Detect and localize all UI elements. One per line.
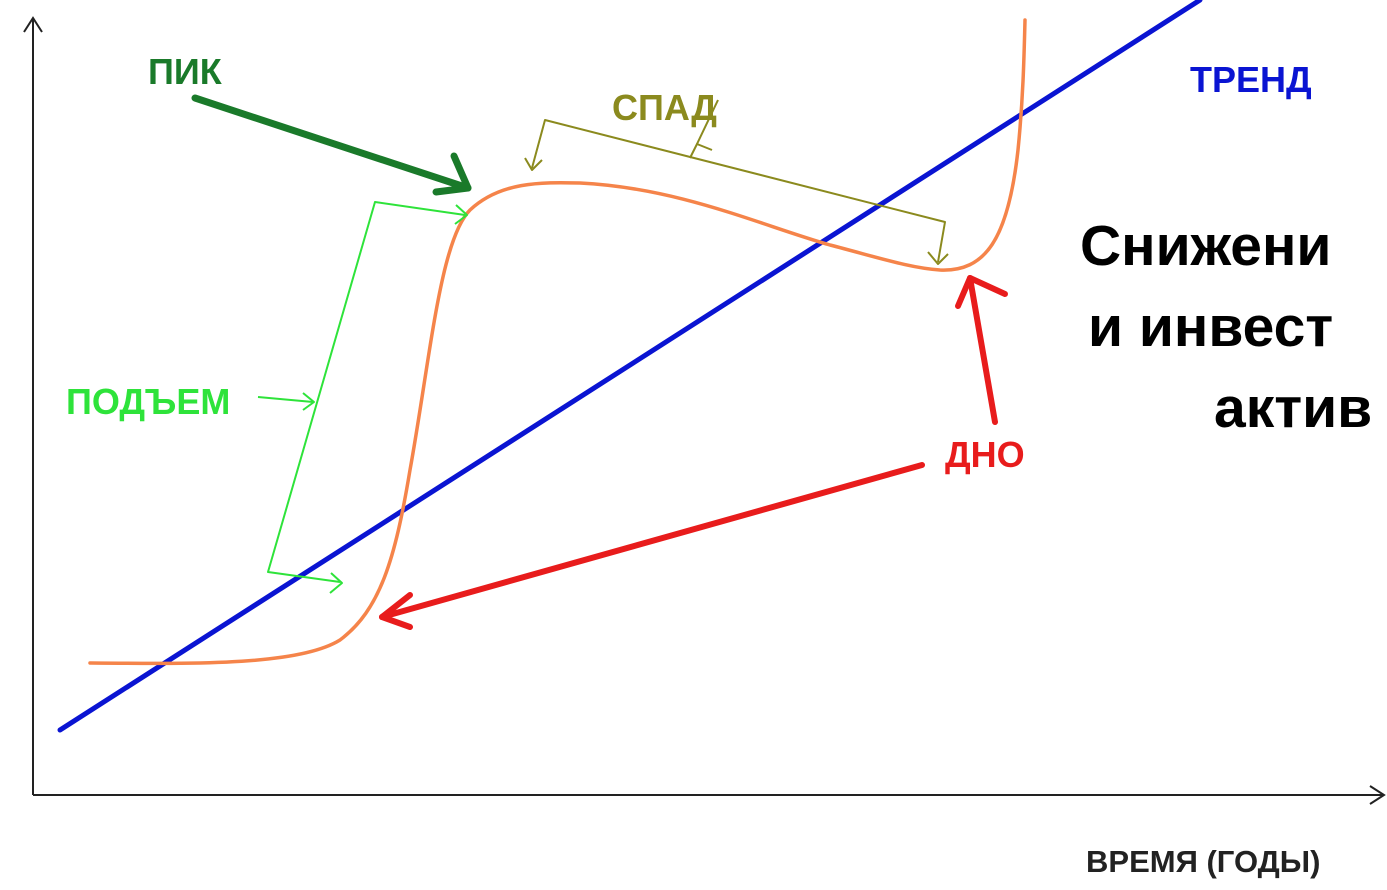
bottom-arrows [379,275,1008,630]
cycle-curve [88,18,1027,666]
x-axis-label: ВРЕМЯ (ГОДЫ) [1086,844,1320,879]
bottom-label: ДНО [945,434,1025,475]
x-axis-arrowhead [1369,785,1386,805]
overlay-line-1: Снижени [1080,214,1332,278]
trend-label: ТРЕНД [1190,59,1312,100]
trend-line [57,0,1203,733]
axes [23,16,1386,805]
peak-label: ПИК [148,51,223,92]
decline-bracket [524,99,949,265]
cropped-text-overlay: Снижени и инвест актив [1080,214,1387,474]
overlay-line-3: актив [1214,376,1373,440]
decline-label: СПАД [612,87,717,128]
rise-label: ПОДЪЕМ [66,381,230,422]
peak-arrow [191,94,472,196]
overlay-line-2: и инвест [1088,295,1334,359]
rise-bracket [257,201,468,594]
y-axis-arrowhead [23,16,43,33]
